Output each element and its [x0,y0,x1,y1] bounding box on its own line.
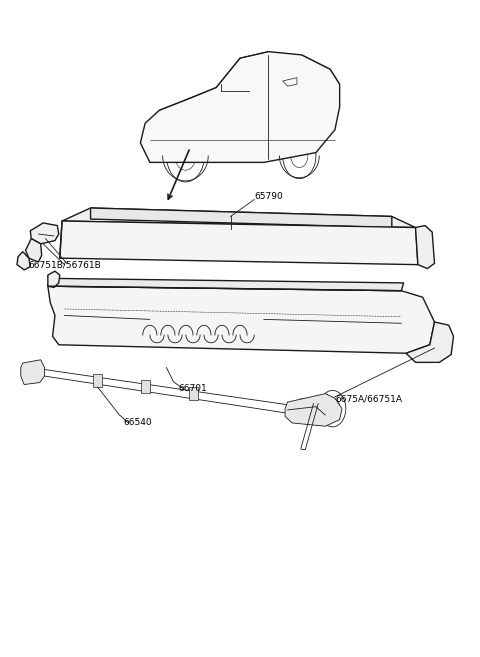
Text: 66540: 66540 [124,419,152,428]
Polygon shape [25,238,42,262]
Polygon shape [48,271,60,288]
Circle shape [319,390,346,427]
Bar [81,234,110,245]
Bar [159,232,176,244]
Bar [354,234,378,247]
Polygon shape [60,221,418,265]
Polygon shape [48,286,434,353]
Polygon shape [283,78,297,86]
Text: 65790: 65790 [254,193,283,202]
Bar [432,343,445,356]
Circle shape [283,133,316,179]
Bar [69,297,107,333]
Polygon shape [406,322,454,363]
Bar [129,231,150,245]
Polygon shape [91,208,392,227]
Circle shape [167,130,204,182]
Bar [79,231,114,248]
Bar [185,231,214,244]
Bar [268,233,306,247]
Polygon shape [285,394,342,426]
Polygon shape [62,208,416,227]
Polygon shape [17,252,30,270]
Bar [433,331,444,343]
Polygon shape [140,52,340,162]
Polygon shape [93,374,102,387]
Polygon shape [141,380,150,394]
Polygon shape [189,387,198,400]
Text: 6675A/66751A: 6675A/66751A [335,394,402,403]
Polygon shape [21,360,45,384]
Text: 66751B/56761B: 66751B/56761B [29,260,102,269]
Text: 66701: 66701 [179,384,207,393]
Bar [72,303,102,330]
Polygon shape [25,365,37,380]
Polygon shape [30,223,59,244]
Bar [316,233,344,247]
Bar [32,246,39,254]
Polygon shape [48,279,404,290]
Polygon shape [416,225,434,269]
